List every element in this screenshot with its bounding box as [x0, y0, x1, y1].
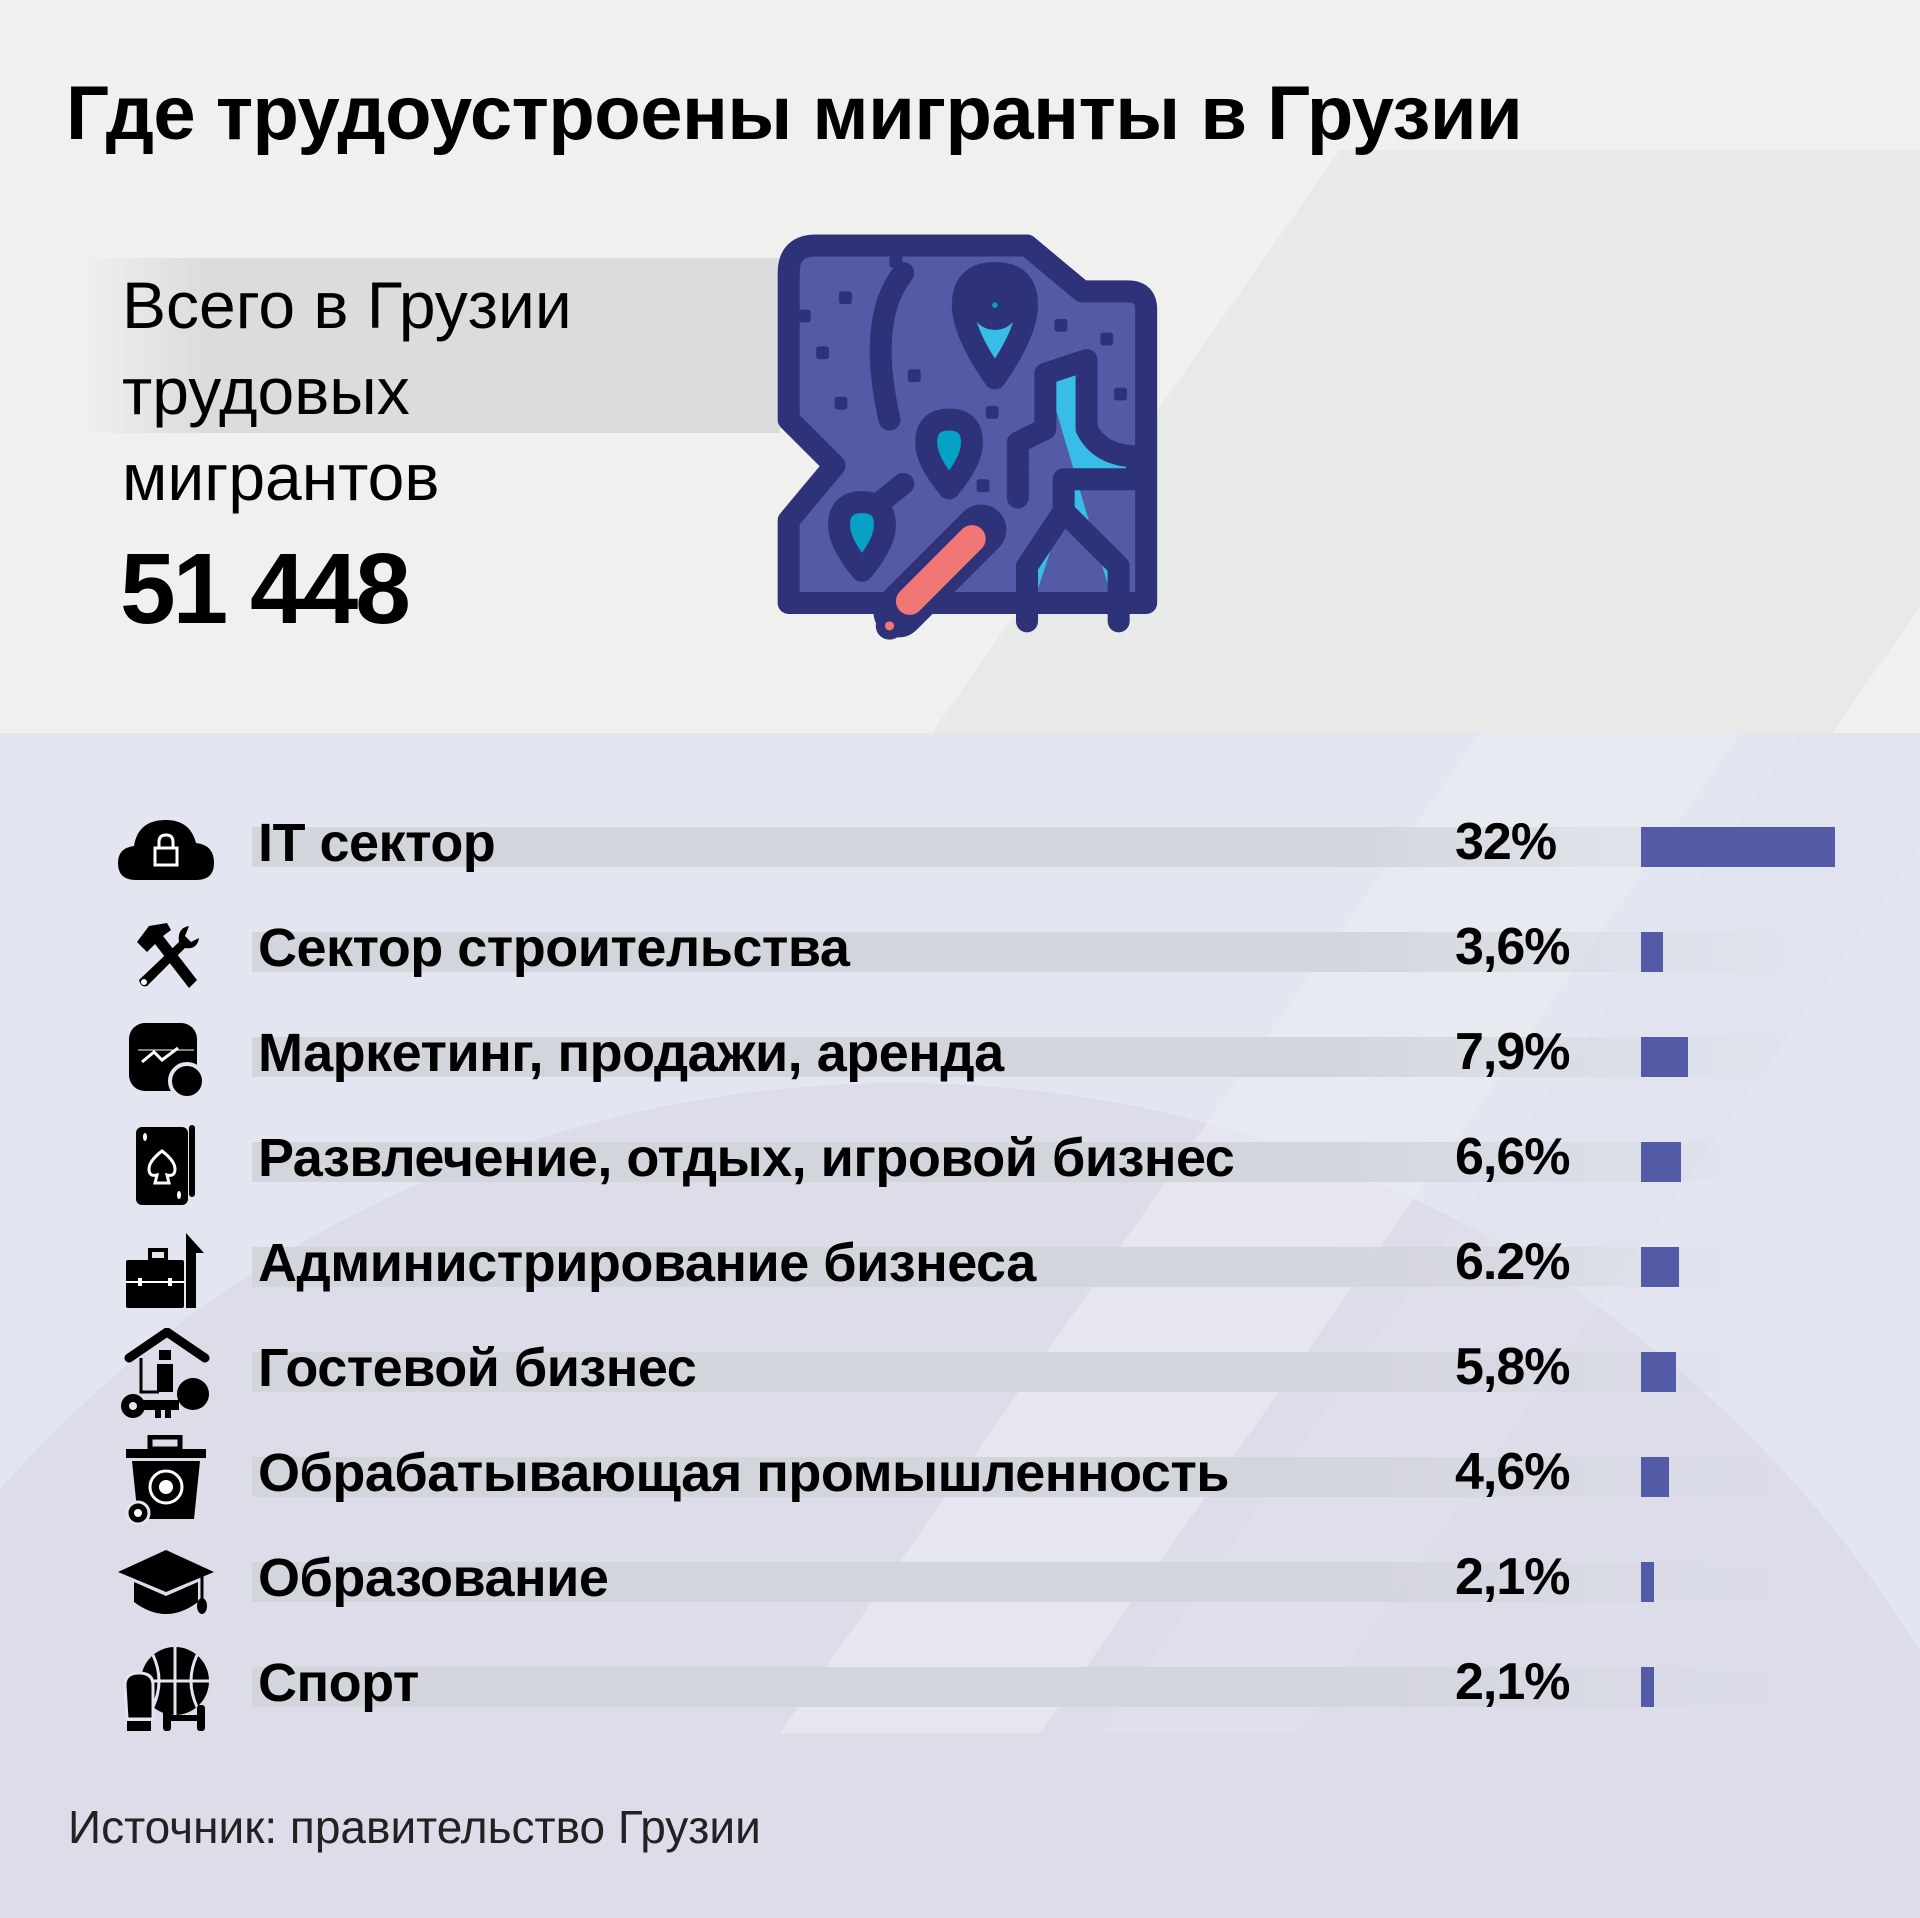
graduation-cap-icon [116, 1535, 216, 1635]
hammer-wrench-icon [116, 905, 216, 1005]
row-band [252, 1457, 1792, 1497]
sector-label: Сектор строительства [258, 918, 850, 978]
sector-row: Маркетинг, продажи, аренда 7,9% [0, 1010, 1920, 1100]
sector-row: Образование 2,1% [0, 1535, 1920, 1625]
summary-label: Всего в Грузии трудовых мигрантов [122, 268, 572, 514]
summary-value: 51 448 [120, 533, 411, 645]
sector-percent: 32% [1455, 813, 1557, 871]
sector-percent: 3,6% [1455, 918, 1571, 976]
row-band [252, 1247, 1792, 1287]
playing-card-icon [116, 1115, 216, 1215]
row-band [252, 827, 1792, 867]
sector-bar [1641, 1352, 1676, 1392]
sector-bar [1641, 1457, 1669, 1497]
briefcase-growth-icon [116, 1220, 216, 1320]
sector-row: Гостевой бизнес 5,8% [0, 1325, 1920, 1418]
sector-row: Сектор строительства 3,6% [0, 905, 1920, 995]
sector-label: IT сектор [258, 813, 496, 873]
sector-percent: 6,6% [1455, 1128, 1571, 1186]
sector-bar [1641, 932, 1663, 972]
sector-percent: 2,1% [1455, 1653, 1571, 1711]
chart-section [0, 733, 1920, 1918]
summary-band [80, 258, 780, 433]
sector-bar [1641, 1037, 1688, 1077]
sector-label: Спорт [258, 1653, 419, 1713]
cloud-lock-icon [116, 800, 216, 900]
sector-percent: 4,6% [1455, 1443, 1571, 1501]
sector-label: Маркетинг, продажи, аренда [258, 1023, 1004, 1083]
sector-label: Гостевой бизнес [258, 1338, 697, 1398]
sector-row: Развлечение, отдых, игровой бизнес 6,6% [0, 1115, 1920, 1205]
sector-bar [1641, 1562, 1654, 1602]
sector-row: Спорт 2,1% [0, 1640, 1920, 1731]
chart-badge-icon [116, 1010, 216, 1110]
row-band [252, 1562, 1792, 1602]
sector-label: Развлечение, отдых, игровой бизнес [258, 1128, 1235, 1188]
migrant-map-icon [752, 218, 1192, 658]
sports-icon [116, 1640, 216, 1740]
sector-label: Образование [258, 1548, 609, 1608]
sector-bar [1641, 1247, 1679, 1287]
sector-percent: 5,8% [1455, 1338, 1571, 1396]
source-note: Источник: правительство Грузии [68, 1801, 761, 1853]
sector-percent: 7,9% [1455, 1023, 1571, 1081]
sector-percent: 2,1% [1455, 1548, 1571, 1606]
page-title: Где трудоустроены мигранты в Грузии [66, 71, 1523, 156]
house-key-icon [116, 1325, 216, 1425]
sector-label: Обрабатывающая промышленность [258, 1443, 1229, 1503]
row-band [252, 1352, 1792, 1392]
sector-bar [1641, 1142, 1681, 1182]
sector-row: Администрирование бизнеса 6.2% [0, 1220, 1920, 1310]
row-band [252, 1037, 1792, 1077]
sector-bar [1641, 827, 1835, 867]
row-band [252, 1142, 1792, 1182]
sector-row: IT сектор 32% [0, 800, 1920, 890]
row-band [252, 932, 1792, 972]
sector-label: Администрирование бизнеса [258, 1233, 1036, 1293]
processing-bin-icon [116, 1430, 216, 1530]
sector-row: Обрабатывающая промышленность 4,6% [0, 1430, 1920, 1525]
sector-percent: 6.2% [1455, 1233, 1571, 1291]
row-band [252, 1667, 1792, 1707]
sector-bar [1641, 1667, 1654, 1707]
